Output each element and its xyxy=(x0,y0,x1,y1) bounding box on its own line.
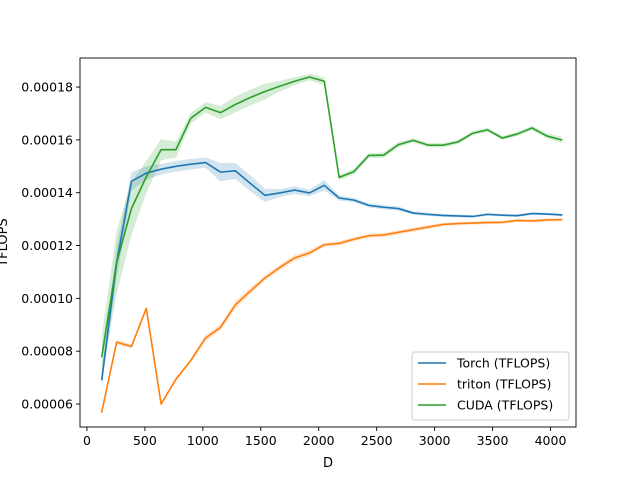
torch-tflops-line xyxy=(100,161,563,381)
x-axis-ticks: 0 500 1000 1500 2000 2500 3000 3500 4000 xyxy=(83,427,566,448)
plot-frame xyxy=(79,57,577,428)
y-tick-label: 0.00006 xyxy=(21,397,73,412)
cuda-tflops-legend-label: CUDA (TFLOPS) xyxy=(457,398,553,413)
series-lines xyxy=(100,76,563,413)
x-tick-label: 1500 xyxy=(245,433,277,448)
y-axis-label: TFLOPS xyxy=(0,218,11,268)
triton-tflops-legend-label: triton (TFLOPS) xyxy=(457,377,551,392)
x-tick-label: 0 xyxy=(83,433,91,448)
legend-box xyxy=(411,351,570,421)
x-tick-label: 3000 xyxy=(419,433,451,448)
torch-tflops-legend-label: Torch (TFLOPS) xyxy=(456,356,550,371)
y-tick-label: 0.00008 xyxy=(21,344,73,359)
x-tick-label: 2500 xyxy=(361,433,393,448)
cuda-tflops-line xyxy=(100,76,563,358)
x-tick-label: 3500 xyxy=(477,433,509,448)
x-tick-label: 2000 xyxy=(303,433,335,448)
y-tick-label: 0.00016 xyxy=(21,132,73,147)
triton-tflops-line xyxy=(100,218,563,413)
y-axis-ticks: 0.00006 0.00008 0.00010 0.00012 0.00014 0.000… xyxy=(21,80,80,412)
x-tick-label: 500 xyxy=(133,433,157,448)
legend: Torch (TFLOPS) triton (TFLOPS) CUDA (TFLOP… xyxy=(411,351,570,421)
y-tick-label: 0.00012 xyxy=(21,238,73,253)
y-tick-label: 0.00018 xyxy=(21,80,73,95)
x-tick-label: 4000 xyxy=(535,433,567,448)
x-tick-label: 1000 xyxy=(187,433,219,448)
y-tick-label: 0.00014 xyxy=(21,185,73,200)
x-axis-label: D xyxy=(323,456,333,471)
y-tick-label: 0.00010 xyxy=(21,291,73,306)
